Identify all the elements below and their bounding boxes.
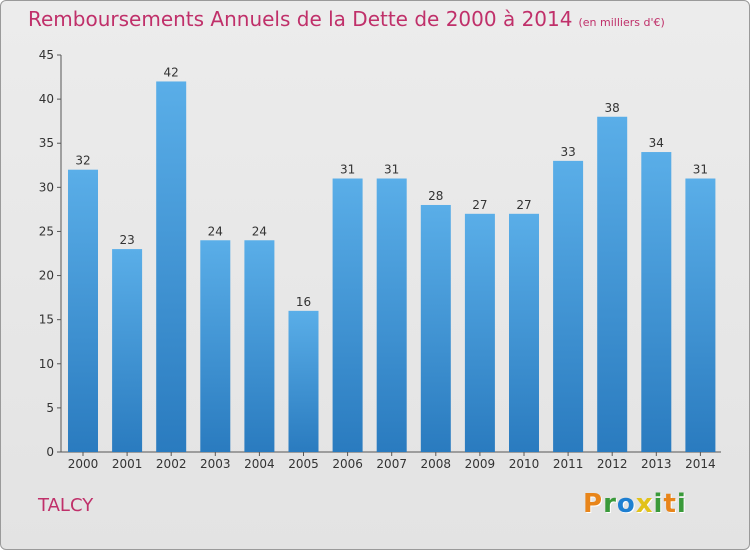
logo-letter: t bbox=[663, 489, 677, 519]
bar bbox=[156, 81, 187, 452]
bar bbox=[420, 204, 451, 452]
chart-axes: 0 5 10 15 20 25 30 35 40 45 bbox=[39, 48, 721, 459]
bar-value-label: 31 bbox=[693, 163, 708, 177]
chart-labels: 32 2000 23 2001 42 2002 24 2003 24 2004 16 2005 31 20… bbox=[68, 65, 716, 471]
bar bbox=[332, 178, 363, 452]
logo-letter: i bbox=[676, 489, 687, 519]
logo-letter: P bbox=[583, 489, 604, 519]
logo-letter: o bbox=[616, 489, 636, 519]
commune-name: TALCY bbox=[38, 495, 94, 516]
x-tick-label: 2007 bbox=[376, 457, 407, 471]
chart-bars bbox=[68, 81, 716, 453]
bar bbox=[68, 169, 98, 452]
x-tick-label: 2012 bbox=[597, 457, 628, 471]
chart-title-text: Remboursements Annuels de la Dette de 20… bbox=[28, 7, 573, 31]
chart-unit-label: (en milliers d'€) bbox=[578, 16, 665, 29]
x-tick-label: 2006 bbox=[332, 457, 363, 471]
x-tick-label: 2013 bbox=[641, 457, 672, 471]
bar-value-label: 38 bbox=[605, 101, 620, 115]
x-tick-label: 2008 bbox=[421, 457, 452, 471]
logo-letter: x bbox=[635, 489, 654, 519]
logo-letter: r bbox=[603, 489, 617, 519]
bar-value-label: 34 bbox=[649, 136, 664, 150]
bar-value-label: 31 bbox=[340, 163, 355, 177]
x-tick-label: 2004 bbox=[244, 457, 275, 471]
y-tick-label: 15 bbox=[39, 313, 54, 327]
chart-title: Remboursements Annuels de la Dette de 20… bbox=[28, 7, 665, 31]
y-tick-label: 35 bbox=[39, 136, 54, 150]
bar-value-label: 31 bbox=[384, 163, 399, 177]
bar-value-label: 32 bbox=[75, 154, 90, 168]
bar-value-label: 24 bbox=[252, 224, 267, 238]
x-tick-label: 2001 bbox=[112, 457, 143, 471]
x-tick-label: 2010 bbox=[509, 457, 540, 471]
bar-value-label: 27 bbox=[516, 198, 531, 212]
bar-value-label: 23 bbox=[119, 233, 134, 247]
bar bbox=[597, 116, 628, 452]
bar-value-label: 28 bbox=[428, 189, 443, 203]
bar bbox=[288, 310, 319, 452]
y-tick-label: 25 bbox=[39, 224, 54, 238]
bar-value-label: 24 bbox=[208, 224, 223, 238]
bar bbox=[641, 152, 672, 453]
bar bbox=[244, 240, 275, 452]
bar bbox=[553, 160, 584, 452]
x-tick-label: 2002 bbox=[156, 457, 187, 471]
bar bbox=[200, 240, 231, 452]
bar bbox=[509, 213, 539, 452]
bar-value-label: 33 bbox=[560, 145, 575, 159]
logo-letter: i bbox=[653, 489, 664, 519]
bar bbox=[685, 178, 716, 452]
bar bbox=[376, 178, 407, 452]
y-tick-label: 30 bbox=[39, 180, 54, 194]
y-tick-label: 20 bbox=[39, 269, 54, 283]
y-tick-label: 45 bbox=[39, 48, 54, 62]
bar-value-label: 16 bbox=[296, 295, 311, 309]
x-tick-label: 2005 bbox=[288, 457, 319, 471]
y-tick-label: 10 bbox=[39, 357, 54, 371]
bar bbox=[112, 249, 143, 452]
x-tick-label: 2003 bbox=[200, 457, 231, 471]
y-tick-label: 5 bbox=[46, 401, 54, 415]
proxiti-logo: Proxiti bbox=[583, 489, 687, 519]
bar bbox=[464, 213, 495, 452]
bar-value-label: 42 bbox=[164, 65, 179, 79]
x-tick-label: 2009 bbox=[465, 457, 496, 471]
x-tick-label: 2000 bbox=[68, 457, 99, 471]
y-tick-label: 0 bbox=[46, 445, 54, 459]
y-tick-label: 40 bbox=[39, 92, 54, 106]
bar-value-label: 27 bbox=[472, 198, 487, 212]
x-tick-label: 2014 bbox=[685, 457, 716, 471]
x-tick-label: 2011 bbox=[553, 457, 584, 471]
